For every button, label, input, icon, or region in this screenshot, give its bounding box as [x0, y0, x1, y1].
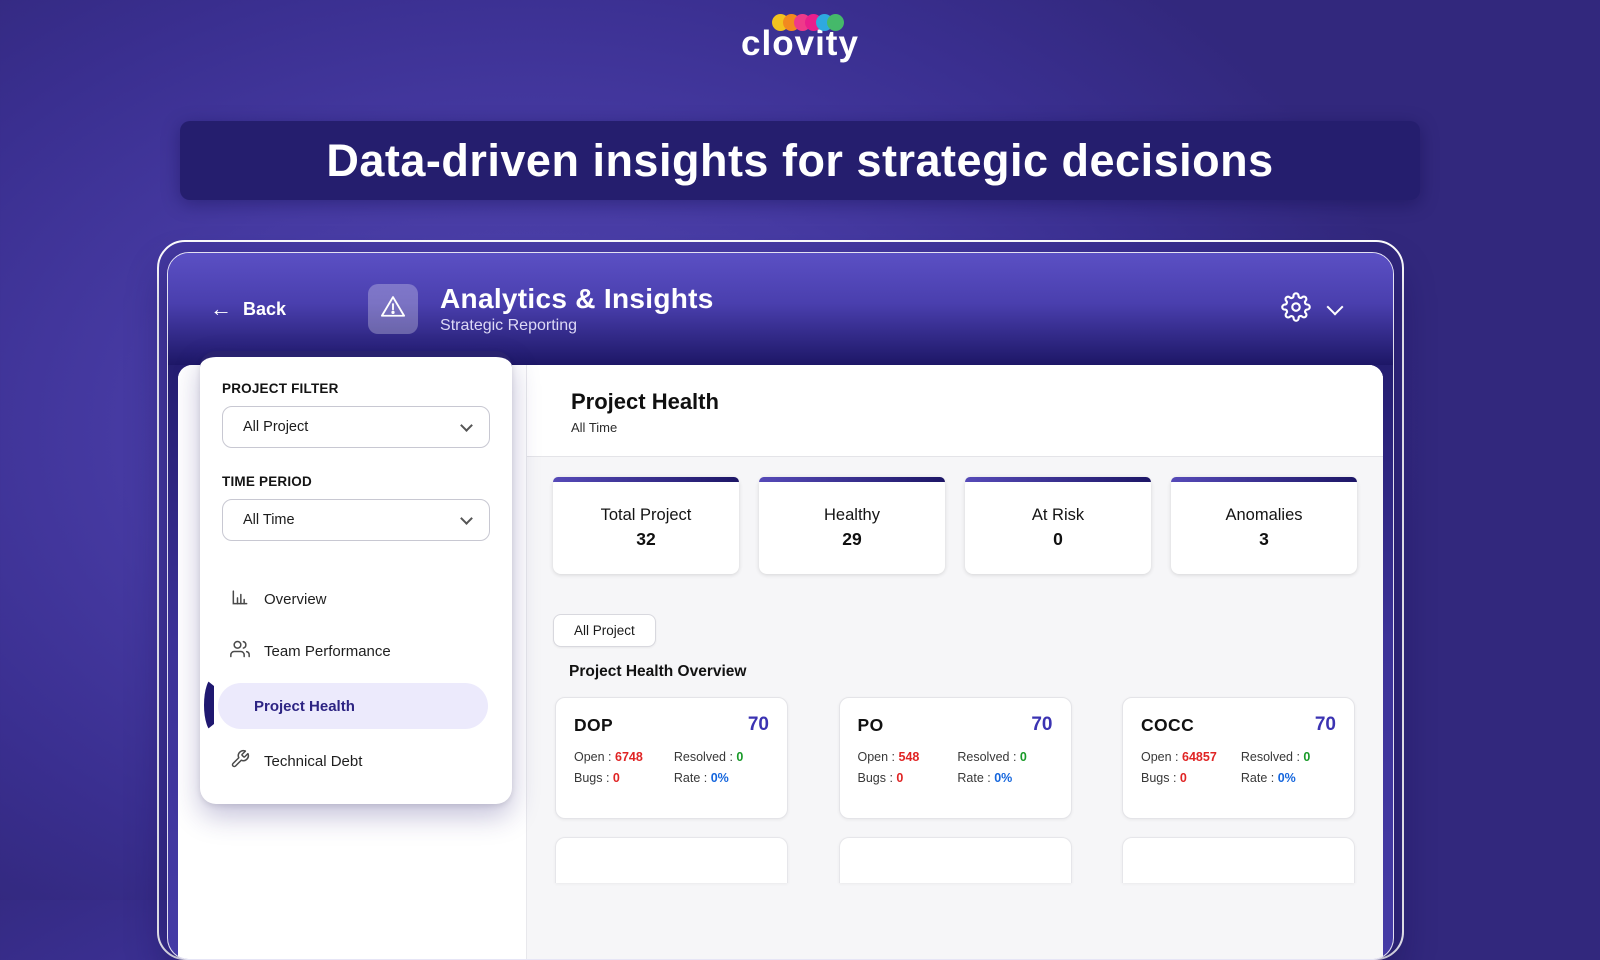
- sidebar-item-overview[interactable]: Overview: [222, 579, 490, 619]
- card-top-strip: [553, 477, 739, 482]
- stat-label: Anomalies: [1225, 506, 1303, 524]
- warning-icon-box: [368, 284, 419, 334]
- warning-triangle-icon: [379, 293, 407, 326]
- project-score: 70: [1031, 714, 1053, 735]
- open-stat: Open : 64857: [1141, 750, 1217, 764]
- stat-value: 3: [1259, 529, 1269, 549]
- project-name: DOP: [574, 714, 614, 735]
- time-period-select[interactable]: All Time: [222, 499, 490, 541]
- sidebar-item-technical-debt[interactable]: Technical Debt: [222, 741, 490, 781]
- content-area: Total Project 32 Healthy 29 At Risk 0: [527, 457, 1383, 959]
- project-filter-label: PROJECT FILTER: [222, 381, 339, 396]
- card-top-strip: [1171, 477, 1357, 482]
- project-filter-chip[interactable]: All Project: [553, 614, 656, 647]
- stat-value: 29: [842, 529, 862, 549]
- card-top-strip: [965, 477, 1151, 482]
- chevron-down-icon: [460, 418, 473, 432]
- time-period-label: TIME PERIOD: [222, 474, 312, 489]
- rate-stat: Rate : 0%: [957, 771, 1013, 785]
- stat-card-healthy: Healthy 29: [759, 477, 945, 574]
- settings-gear-icon[interactable]: [1281, 291, 1311, 327]
- header-title-block: Analytics & Insights Strategic Reporting: [440, 283, 714, 335]
- project-card-row-2: [553, 837, 1357, 883]
- rate-stat: Rate : 0%: [673, 771, 729, 785]
- project-card-po: PO 70 Open : 548 Resolved : 0 Bugs : 0 R…: [838, 697, 1072, 819]
- rate-stat: Rate : 0%: [1240, 771, 1296, 785]
- bugs-stat: Bugs : 0: [574, 771, 620, 785]
- headline-banner: Data-driven insights for strategic decis…: [180, 121, 1420, 200]
- sidebar-item-label: Team Performance: [264, 642, 391, 660]
- window-header: ← Back Analytics & Insights Strategic Re…: [168, 253, 1393, 365]
- project-score: 70: [1314, 714, 1336, 735]
- project-card-placeholder: [838, 837, 1072, 883]
- stat-label: Total Project: [600, 506, 692, 524]
- bar-chart-icon: [230, 587, 250, 611]
- project-filter-select[interactable]: All Project: [222, 406, 490, 448]
- filter-panel: PROJECT FILTER All Project TIME PERIOD A…: [200, 351, 512, 804]
- project-card-dop: DOP 70 Open : 6748 Resolved : 0 Bugs : 0…: [555, 697, 788, 819]
- selected-accent: [204, 678, 222, 732]
- window-body: PROJECT FILTER All Project TIME PERIOD A…: [178, 351, 1383, 959]
- sidebar-item-label: Project Health: [254, 697, 355, 715]
- open-stat: Open : 548: [857, 750, 920, 764]
- back-button[interactable]: ← Back: [210, 298, 286, 320]
- sidebar-menu: Overview Team Performance: [204, 579, 490, 781]
- clovity-logo: clovity: [0, 14, 1600, 64]
- app-subtitle: Strategic Reporting: [440, 317, 577, 334]
- resolved-stat: Resolved : 0: [673, 750, 744, 764]
- back-arrow-icon: ←: [210, 296, 232, 321]
- resolved-stat: Resolved : 0: [957, 750, 1027, 764]
- project-card-cocc: COCC 70 Open : 64857 Resolved : 0 Bugs :…: [1122, 697, 1355, 819]
- wrench-icon: [230, 749, 250, 773]
- section-title: Project Health Overview: [569, 663, 747, 680]
- page-title: Project Health: [571, 389, 719, 414]
- sidebar: PROJECT FILTER All Project TIME PERIOD A…: [178, 351, 526, 959]
- stat-card-row: Total Project 32 Healthy 29 At Risk 0: [553, 477, 1357, 574]
- project-name: COCC: [1141, 714, 1195, 735]
- chevron-down-icon: [460, 511, 473, 525]
- main-content: Project Health All Time Total Project 32…: [526, 365, 1383, 959]
- stat-value: 32: [636, 529, 656, 549]
- project-score: 70: [747, 714, 769, 735]
- stat-label: At Risk: [1031, 506, 1085, 524]
- sidebar-item-team-performance[interactable]: Team Performance: [222, 631, 490, 671]
- project-card-placeholder: [555, 837, 788, 883]
- project-filter-value: All Project: [243, 419, 309, 435]
- stat-value: 0: [1053, 529, 1063, 549]
- time-period-value: All Time: [243, 512, 295, 528]
- page-subtitle: All Time: [571, 420, 618, 435]
- team-icon: [230, 639, 250, 663]
- headline-text: Data-driven insights for strategic decis…: [326, 134, 1274, 186]
- project-card-placeholder: [1122, 837, 1355, 883]
- chevron-down-icon[interactable]: [1326, 298, 1344, 315]
- back-label: Back: [243, 298, 287, 319]
- stat-card-anomalies: Anomalies 3: [1171, 477, 1357, 574]
- resolved-stat: Resolved : 0: [1240, 750, 1311, 764]
- card-top-strip: [759, 477, 945, 482]
- logo-dots-icon: [8, 14, 1600, 31]
- page-header: Project Health All Time: [527, 365, 1383, 457]
- stat-card-at-risk: At Risk 0: [965, 477, 1151, 574]
- project-name: PO: [857, 714, 884, 735]
- app-window: ← Back Analytics & Insights Strategic Re…: [167, 252, 1394, 960]
- stat-label: Healthy: [824, 506, 880, 524]
- sidebar-item-label: Overview: [264, 590, 327, 608]
- sidebar-item-label: Technical Debt: [264, 752, 363, 770]
- open-stat: Open : 6748: [574, 750, 643, 764]
- app-title: Analytics & Insights: [440, 283, 714, 314]
- sidebar-item-project-health[interactable]: Project Health: [204, 678, 488, 732]
- bugs-stat: Bugs : 0: [1141, 771, 1187, 785]
- project-card-row: DOP 70 Open : 6748 Resolved : 0 Bugs : 0…: [553, 697, 1357, 819]
- stat-card-total-project: Total Project 32: [553, 477, 739, 574]
- bugs-stat: Bugs : 0: [857, 771, 904, 785]
